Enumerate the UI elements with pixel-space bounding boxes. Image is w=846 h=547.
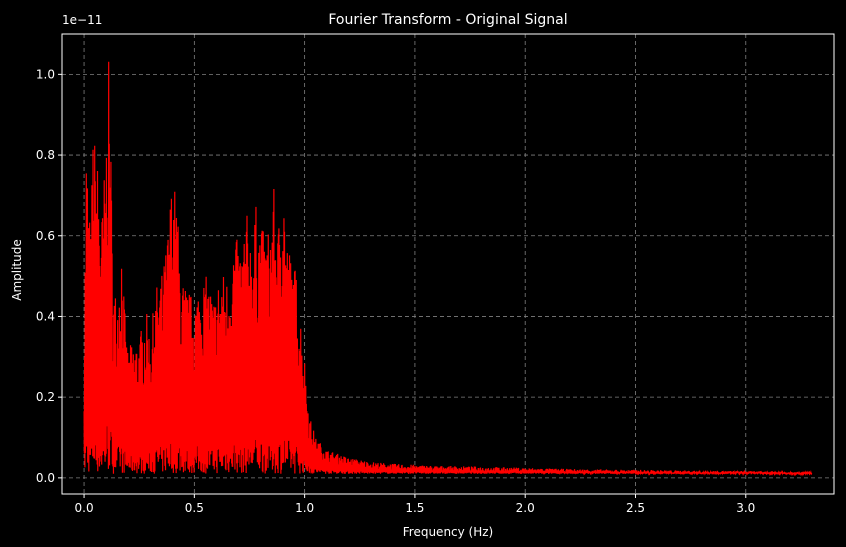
y-scale-label: 1e−11 [62, 13, 102, 27]
y-tick-label: 1.0 [36, 67, 55, 81]
series-line-amplitude [83, 61, 813, 477]
x-axis: 0.0 0.5 1.0 1.5 2.0 2.5 3.0 [75, 494, 755, 515]
x-tick-label: 1.0 [295, 501, 314, 515]
x-axis-label: Frequency (Hz) [403, 525, 494, 539]
y-axis: 0.0 0.2 0.4 0.6 0.8 1.0 [36, 67, 62, 485]
x-tick-label: 1.5 [405, 501, 424, 515]
x-tick-label: 0.0 [75, 501, 94, 515]
y-tick-label: 0.0 [36, 471, 55, 485]
x-tick-label: 3.0 [736, 501, 755, 515]
x-tick-label: 2.5 [626, 501, 645, 515]
y-tick-label: 0.8 [36, 148, 55, 162]
y-axis-label: Amplitude [10, 239, 24, 301]
chart-title: Fourier Transform - Original Signal [328, 12, 567, 28]
series-layer [83, 61, 813, 477]
y-tick-label: 0.2 [36, 390, 55, 404]
plot-frame [61, 33, 835, 495]
y-tick-label: 0.4 [36, 309, 55, 323]
y-tick-label: 0.6 [36, 229, 55, 243]
x-tick-label: 0.5 [185, 501, 204, 515]
x-tick-label: 2.0 [516, 501, 535, 515]
